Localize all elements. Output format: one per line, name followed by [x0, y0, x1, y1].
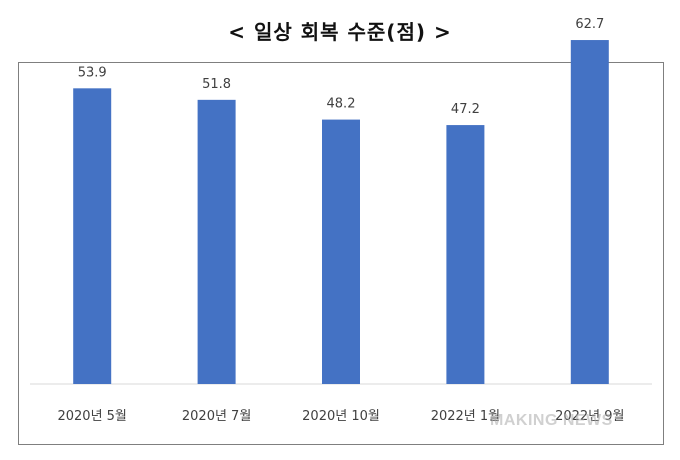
bar-value-label: 53.9	[78, 65, 107, 80]
x-tick-label: 2022년 9월	[555, 409, 624, 424]
bar	[197, 99, 236, 384]
bar-value-label: 62.7	[575, 17, 604, 32]
bar	[73, 88, 112, 384]
chart-frame	[18, 62, 664, 445]
chart-title: < 일상 회복 수준(점) >	[228, 20, 452, 44]
x-tick-label: 2020년 7월	[182, 409, 251, 424]
bar-value-label: 51.8	[202, 77, 231, 92]
bar	[570, 40, 609, 384]
bar-value-label: 47.2	[451, 102, 480, 117]
bar	[446, 125, 485, 385]
x-tick-label: 2022년 1월	[431, 409, 500, 424]
watermark: MAKING NEWS	[490, 412, 613, 429]
bar-value-label: 48.2	[327, 97, 356, 112]
bar	[322, 119, 360, 385]
x-tick-label: 2020년 10월	[302, 409, 380, 424]
x-tick-label: 2020년 5월	[57, 409, 126, 424]
